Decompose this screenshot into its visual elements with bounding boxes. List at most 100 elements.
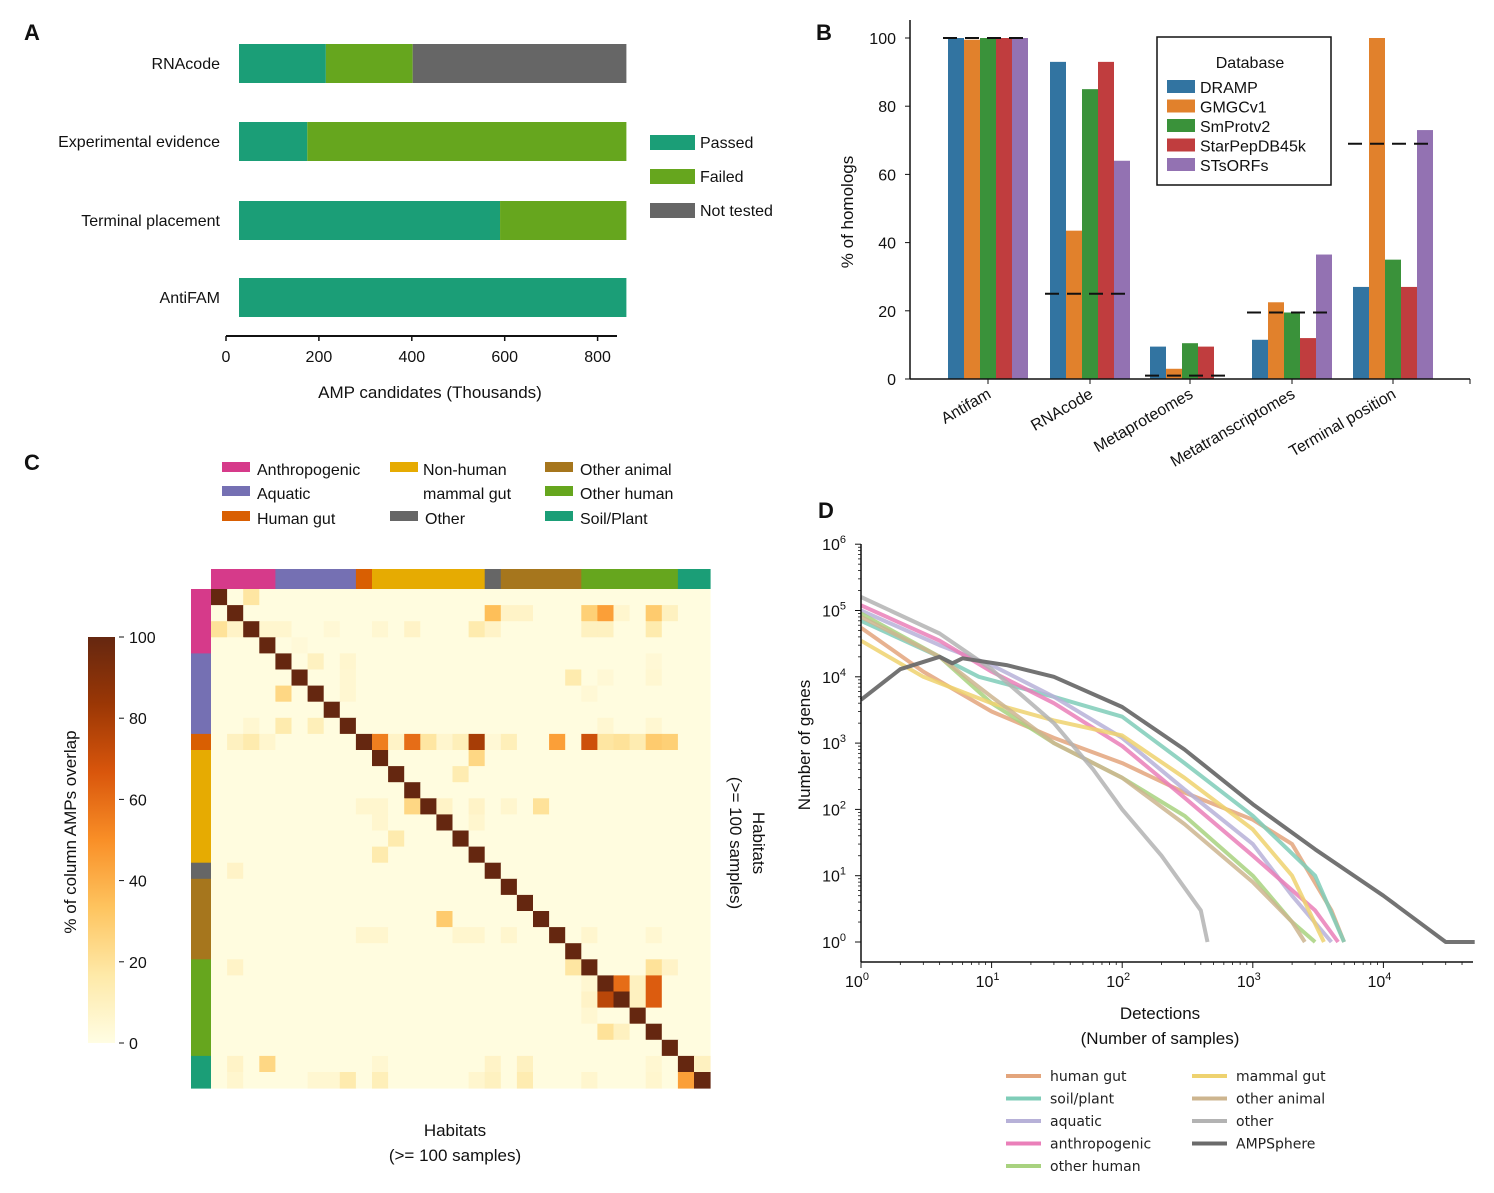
heatmap-cell [516, 911, 534, 928]
heatmap-cell [500, 911, 518, 928]
heatmap-cell [645, 782, 663, 799]
heatmap-cell [533, 991, 550, 1009]
heatmap-cell [661, 911, 679, 928]
heatmap-cell [500, 750, 518, 767]
heatmap-cell [533, 830, 550, 848]
heatmap-cell [677, 701, 695, 719]
heatmap-cell [484, 717, 502, 735]
heatmap-cell [565, 927, 582, 944]
heatmap-cell [436, 750, 453, 767]
heatmap-cell [661, 637, 679, 654]
heatmap-cell [211, 1023, 228, 1041]
heatmap-cell [468, 846, 486, 864]
heatmap-cell [468, 733, 486, 751]
heatmap-cell [500, 991, 518, 1009]
heatmap-cell [549, 927, 566, 944]
heatmap-cell [581, 975, 598, 992]
heatmap-cell [259, 621, 276, 638]
heatmap-cell [581, 733, 598, 751]
heatmap-cell [452, 653, 470, 670]
heatmap-cell [597, 927, 614, 944]
heatmap-cell [565, 1039, 582, 1057]
x-tick-label: 200 [306, 349, 333, 366]
heatmap-cell [645, 798, 663, 815]
heatmap-cell [307, 894, 325, 912]
panel-a-legend: Passed Failed Not tested [650, 135, 773, 220]
heatmap-cell [597, 1039, 614, 1057]
row-group-anthropogenic [191, 589, 211, 654]
heatmap-cell [372, 975, 389, 992]
heatmap-cell [533, 733, 550, 751]
heatmap-cell [677, 959, 695, 976]
heatmap-cell [420, 814, 437, 831]
heatmap-cell [275, 846, 292, 864]
panel-letter-c: C [24, 450, 40, 475]
heatmap-cell [565, 637, 582, 654]
heatmap-cell [452, 927, 470, 944]
heatmap-cell [259, 685, 276, 703]
heatmap-cell [468, 766, 486, 783]
heatmap-cell [597, 911, 614, 928]
heatmap-cell [500, 894, 518, 912]
heatmap-cell [516, 1055, 534, 1073]
heatmap-cell [243, 637, 260, 654]
heatmap-cell [581, 669, 598, 687]
heatmap-cell [581, 862, 598, 880]
heatmap-cell [629, 927, 647, 944]
y-tick-label: 40 [878, 236, 896, 253]
heatmap-cell [355, 846, 373, 864]
column-group-other-animal [500, 569, 582, 589]
heatmap-cell [339, 1039, 357, 1057]
heatmap-cell [307, 653, 325, 670]
heatmap-cell [420, 943, 437, 960]
heatmap-cell [404, 750, 421, 767]
heatmap-cell [694, 894, 711, 912]
heatmap-cell [436, 943, 453, 960]
legend-title: Database [1216, 55, 1285, 72]
heatmap-cell [629, 975, 647, 992]
heatmap-cell [581, 814, 598, 831]
heatmap-cell [372, 589, 389, 606]
tick-exponent: 3 [840, 733, 846, 745]
heatmap-cell [549, 637, 566, 654]
heatmap-cell [516, 927, 534, 944]
heatmap-cell [355, 830, 373, 848]
bar-terminal-position-stsorfs [1417, 130, 1433, 379]
heatmap-cell [388, 766, 405, 783]
heatmap-cell [259, 894, 276, 912]
heatmap-cell [452, 1039, 470, 1057]
panel-c-x-axis-title-line1: Habitats [424, 1121, 486, 1140]
heatmap-cell [243, 717, 260, 735]
heatmap-cell [404, 733, 421, 751]
heatmap-cell [500, 766, 518, 783]
heatmap-cell [516, 750, 534, 767]
heatmap-cell [243, 894, 260, 912]
heatmap-cell [323, 669, 341, 687]
heatmap-cell [227, 733, 244, 751]
heatmap-cell [355, 1039, 373, 1057]
heatmap-cell [259, 733, 276, 751]
heatmap-cell [549, 911, 566, 928]
heatmap-cell [339, 1055, 357, 1073]
panel-c-colorbar: 0 20 40 60 80 100 [88, 630, 156, 1053]
heatmap-cell [404, 1072, 421, 1089]
bar-rnacode-dramp [1050, 61, 1066, 380]
heatmap-cell [452, 814, 470, 831]
heatmap-cell [420, 782, 437, 799]
heatmap-cell [533, 1007, 550, 1025]
heatmap-cell [484, 1007, 502, 1025]
heatmap-cell [307, 1007, 325, 1025]
heatmap-cell [339, 846, 357, 864]
heatmap-cell [323, 782, 341, 799]
heatmap-cell [339, 701, 357, 719]
heatmap-cell [516, 991, 534, 1009]
panel-b-y-axis-title: % of homologs [838, 156, 857, 268]
heatmap-cell [275, 1007, 292, 1025]
heatmap-cell [565, 621, 582, 638]
heatmap-cell [677, 894, 695, 912]
heatmap-cell [677, 1023, 695, 1041]
panel-c-heatmap-cells [211, 589, 711, 1089]
heatmap-cell [452, 621, 470, 638]
heatmap-cell [323, 830, 341, 848]
heatmap-cell [243, 1055, 260, 1073]
